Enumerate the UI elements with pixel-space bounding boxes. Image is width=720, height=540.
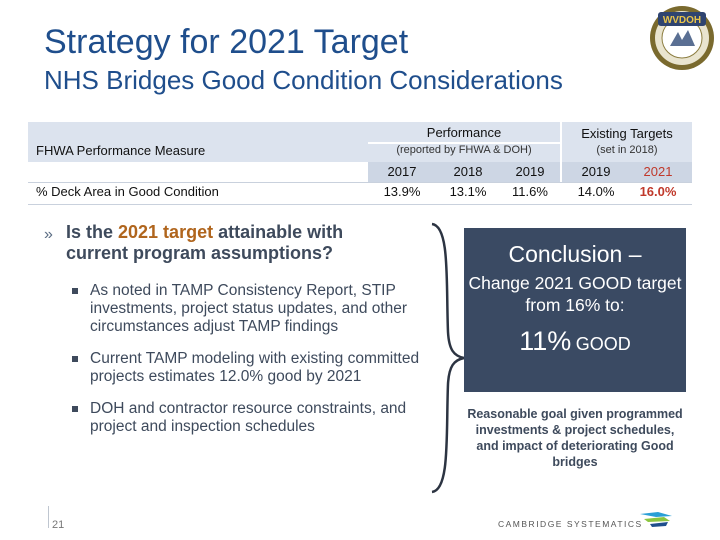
performance-subheader: (reported by FHWA & DOH) (396, 144, 532, 156)
row-value: 13.9% (383, 184, 421, 199)
wvdoh-seal-icon: WVDOH (650, 6, 714, 70)
right-brace-icon (431, 222, 465, 494)
list-item: As noted in TAMP Consistency Report, STI… (70, 282, 430, 336)
square-bullet-icon (72, 356, 78, 362)
question: Is the 2021 target attainable with curre… (66, 222, 406, 264)
targets-header: Existing Targets (581, 126, 673, 141)
cambridge-systematics-logo: CAMBRIDGE SYSTEMATICS (498, 510, 674, 532)
row-label: % Deck Area in Good Condition (36, 184, 219, 199)
question-prefix: Is the (66, 222, 119, 242)
logo-text: WVDOH (663, 15, 701, 26)
measure-header: FHWA Performance Measure (36, 143, 206, 158)
year-header: 2017 (387, 164, 417, 179)
square-bullet-icon (72, 406, 78, 412)
slide-title: Strategy for 2021 Target (44, 23, 409, 61)
footer-divider (48, 506, 49, 528)
slide-subtitle: NHS Bridges Good Condition Consideration… (44, 65, 563, 95)
conclusion-body: Change 2021 GOOD target from 16% to: (468, 273, 682, 315)
year-header: 2019 (515, 164, 545, 179)
list-item: DOH and contractor resource constraints,… (70, 400, 430, 436)
cs-swoosh-icon (640, 512, 672, 527)
targets-subheader: (set in 2018) (596, 144, 658, 156)
question-suffix: attainable with current program assumpti… (66, 222, 344, 263)
row-value: 13.1% (449, 184, 487, 199)
year-header-target: 2021 (643, 164, 673, 179)
conclusion-box: Conclusion – Change 2021 GOOD target fro… (464, 228, 686, 392)
question-highlight: 2021 target (118, 222, 214, 242)
bullet-list: As noted in TAMP Consistency Report, STI… (70, 282, 430, 450)
conclusion-note: Reasonable goal given programmed investm… (467, 407, 683, 469)
row-value-target: 16.0% (639, 184, 677, 199)
conclusion-target: 11% GOOD (464, 326, 686, 361)
row-value: 14.0% (577, 184, 615, 199)
bullet-text: DOH and contractor resource constraints,… (90, 400, 407, 435)
year-header: 2018 (453, 164, 483, 179)
bullet-text: Current TAMP modeling with existing comm… (90, 350, 420, 385)
list-item: Current TAMP modeling with existing comm… (70, 350, 430, 386)
conclusion-heading: Conclusion – (508, 241, 642, 267)
conclusion-good: GOOD (575, 334, 631, 354)
conclusion-percent: 11% (519, 326, 572, 356)
performance-table: FHWA Performance Measure Performance (re… (28, 122, 692, 206)
page-number: 21 (52, 519, 65, 531)
square-bullet-icon (72, 288, 78, 294)
performance-header: Performance (426, 125, 502, 140)
row-value: 11.6% (512, 184, 548, 199)
year-header: 2019 (581, 164, 611, 179)
cs-logo-text: CAMBRIDGE SYSTEMATICS (498, 519, 643, 529)
chevron-bullet-icon: » (44, 226, 53, 243)
bullet-text: As noted in TAMP Consistency Report, STI… (90, 282, 408, 335)
